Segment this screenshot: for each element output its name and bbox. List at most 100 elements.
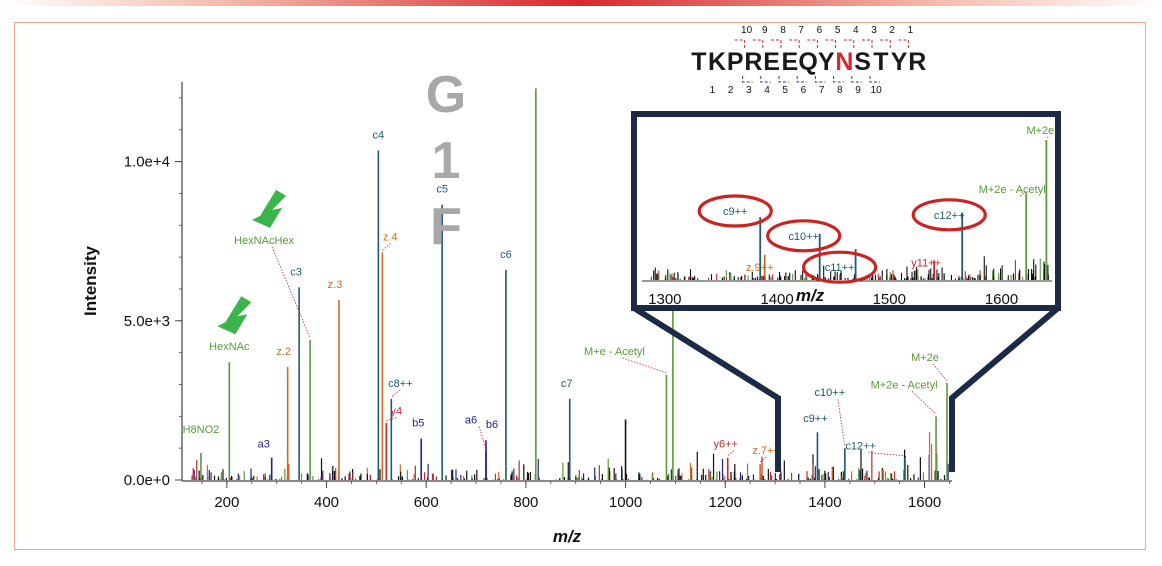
top-fragment-bracket — [898, 39, 909, 48]
inset-peak-label-z-9: z.9++ — [746, 262, 774, 274]
highlight-circle — [766, 219, 842, 253]
bottom-fragment-bracket — [742, 76, 753, 83]
residue-P3: P — [727, 48, 744, 76]
leader-line — [478, 426, 487, 450]
x-tick-label: 600 — [414, 494, 439, 511]
peak-label-m-e-acetyl: M+e - Acetyl — [584, 346, 645, 358]
peak-label-c9: c9++ — [803, 413, 827, 425]
residue-T11: T — [873, 48, 889, 76]
top-fragment-number: 10 — [741, 25, 753, 36]
x-axis-label: m/z — [553, 527, 582, 546]
inset-x-tick-label: 1600 — [985, 291, 1018, 308]
leader-line — [932, 363, 948, 382]
labeled-peaks — [200, 88, 948, 480]
residue-R4: R — [744, 48, 763, 76]
highlight-circle — [802, 250, 878, 284]
inset-peak-label-c10: c10++ — [788, 231, 819, 243]
inset-frame — [631, 111, 1061, 311]
x-tick-label: 200 — [214, 494, 239, 511]
top-fragment-number: 7 — [798, 25, 804, 36]
bottom-fragment-number: 1 — [710, 85, 716, 96]
green-arrow-icon — [252, 189, 287, 228]
leader-line — [382, 243, 391, 251]
inset-panel: c9++ z.9++ c10++ c11++ y11++ c12++ M+2e - Acet… — [631, 111, 1061, 311]
peak-label-m-2e-acetyl: M+2e - Acetyl — [871, 379, 938, 391]
inset-peak-label-m-2e-acetyl: M+2e - Acetyl — [979, 184, 1046, 196]
peak-label-h8no2: H8NO2 — [183, 424, 220, 436]
peak-label-z-3: z.3 — [328, 279, 343, 291]
bottom-fragment-number: 6 — [801, 85, 807, 96]
residue-E5: E — [763, 48, 780, 76]
top-fragment-bracket — [807, 39, 818, 48]
bottom-fragment-bracket — [778, 76, 789, 83]
bottom-fragment-bracket — [851, 76, 862, 83]
top-fragment-bracket — [752, 39, 764, 48]
y-tick-label: 0.0e+0 — [124, 472, 170, 489]
y-tick-label: 5.0e+3 — [124, 313, 170, 330]
top-fragment-number: 3 — [871, 25, 877, 36]
leader-line — [759, 456, 767, 463]
x-tick-label: 1200 — [709, 494, 742, 511]
peak-label-c12: c12++ — [845, 441, 876, 453]
peak-label-c6: c6 — [500, 249, 512, 261]
peak-label-a3: a3 — [258, 439, 270, 451]
residue-E6: E — [782, 48, 799, 76]
top-fragment-bracket — [862, 39, 873, 48]
peak-label-c4: c4 — [373, 129, 385, 141]
leader-line — [911, 391, 937, 415]
residue-Y12: Y — [891, 48, 908, 76]
peak-label-a6: a6 — [465, 414, 477, 426]
bottom-fragment-number: 2 — [728, 85, 734, 96]
bottom-fragment-bracket — [814, 76, 826, 83]
top-fragment-bracket — [771, 39, 782, 48]
green-arrow-icon — [217, 296, 252, 335]
glycoform-letter: G — [426, 66, 466, 124]
peak-label-b5: b5 — [412, 418, 424, 430]
peak-labels: H8NO2 HexNAc a3 z.2 c3 HexNAcHex z.3 c4 z.4 y4 c8+… — [183, 129, 948, 463]
highlight-circle — [697, 194, 773, 228]
peak-label-y6: y6++ — [713, 439, 737, 451]
leader-line — [837, 399, 846, 447]
residue-N9: N — [835, 48, 854, 76]
bottom-fragment-number: 7 — [819, 85, 825, 96]
zoom-connector — [632, 305, 1060, 472]
top-fragment-number: 2 — [889, 25, 895, 36]
inset-leader-line — [1019, 190, 1027, 197]
residue-T1: T — [691, 48, 707, 76]
x-tick-label: 1400 — [808, 494, 841, 511]
inset-x-tick-label: 1400 — [760, 291, 793, 308]
peak-label-c7: c7 — [561, 378, 573, 390]
figure-frame — [14, 22, 1146, 550]
inset-peak-label-y11: y11++ — [911, 257, 941, 269]
zoom-line-left — [632, 305, 781, 472]
top-fragment-bracket — [843, 39, 855, 48]
bottom-fragment-bracket — [760, 76, 771, 83]
leader-line — [391, 389, 401, 398]
bottom-fragment-number: 10 — [871, 85, 883, 96]
zoom-line-right — [949, 305, 1060, 472]
top-fragment-bracket — [880, 39, 891, 48]
peak-label-z-7: z.7++ — [752, 445, 780, 457]
peak-label-z-2: z.2 — [276, 346, 291, 358]
peak-label-c3: c3 — [290, 266, 302, 278]
inset-peak-label-m-2e: M+2e — [1026, 125, 1054, 137]
bottom-fragment-number: 5 — [782, 85, 788, 96]
highlight-circle — [911, 198, 987, 232]
bottom-fragment-number: 9 — [855, 85, 861, 96]
top-accent-bar — [0, 0, 1162, 6]
leader-line — [622, 357, 667, 374]
x-tick-label: 800 — [513, 494, 538, 511]
leader-line — [271, 246, 311, 339]
bottom-fragment-bracket — [796, 76, 808, 83]
bottom-fragment-number: 4 — [764, 85, 770, 96]
inset-peak-label-c11: c11++ — [825, 262, 855, 274]
top-fragment-number: 4 — [853, 25, 859, 36]
peak-label-b6: b6 — [486, 419, 498, 431]
axes: 200 400 600 800 1000 1200 1400 1600 0.0e+0 5.0e+3… — [81, 82, 952, 546]
inset-peak-label-c9: c9++ — [723, 206, 747, 218]
inset-leader-line — [1046, 136, 1049, 139]
residue-K2: K — [708, 48, 727, 76]
peak-label-c5: c5 — [436, 184, 448, 196]
